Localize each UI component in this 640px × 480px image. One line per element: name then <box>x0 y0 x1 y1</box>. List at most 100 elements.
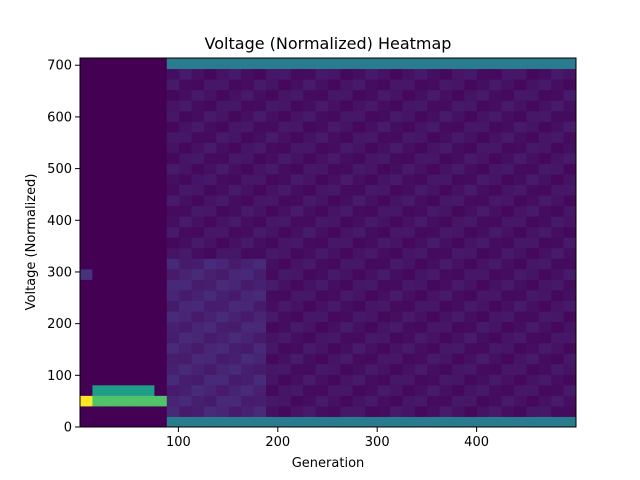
heatmap-cell <box>204 279 217 291</box>
heatmap-cell <box>204 416 217 428</box>
heatmap-cell <box>315 195 329 207</box>
heatmap-cell <box>166 384 180 396</box>
heatmap-cell <box>303 384 317 396</box>
heatmap-cell <box>278 289 292 301</box>
heatmap-cell <box>452 58 465 70</box>
heatmap-cell <box>142 405 155 417</box>
heatmap-cell <box>489 321 503 333</box>
heatmap-cell <box>514 353 527 365</box>
heatmap-cell <box>290 131 304 143</box>
heatmap-cell <box>414 342 428 354</box>
heatmap-cell <box>501 311 515 323</box>
heatmap-cell <box>514 68 527 80</box>
heatmap-cell <box>191 163 205 175</box>
heatmap-cell <box>266 142 279 154</box>
heatmap-cell <box>154 100 168 112</box>
heatmap-cell <box>489 58 503 70</box>
heatmap-cell <box>328 79 341 91</box>
heatmap-cell <box>402 300 416 312</box>
heatmap-cell <box>104 216 118 228</box>
heatmap-cell <box>129 342 143 354</box>
heatmap-cell <box>538 163 552 175</box>
heatmap-cell <box>179 79 193 91</box>
heatmap-cell <box>563 300 577 312</box>
heatmap-cell <box>266 68 279 80</box>
heatmap-cell <box>340 131 354 143</box>
heatmap-cell <box>452 311 465 323</box>
heatmap-cell <box>352 311 366 323</box>
y-tick-label: 100 <box>47 369 72 384</box>
heatmap-cell <box>253 131 267 143</box>
x-axis: 100 200 300 400 <box>166 427 489 450</box>
heatmap-cell <box>129 205 143 217</box>
heatmap-cell <box>154 416 168 428</box>
heatmap-cell <box>228 353 242 365</box>
heatmap-cell <box>315 300 329 312</box>
heatmap-cell <box>563 68 577 80</box>
heatmap-cell <box>489 184 503 196</box>
heatmap-cell <box>390 110 403 122</box>
heatmap-cell <box>328 131 341 143</box>
heatmap-cell <box>427 121 441 133</box>
heatmap-cell <box>266 289 279 301</box>
heatmap-cell <box>253 237 267 249</box>
heatmap-cell <box>241 289 255 301</box>
heatmap-cell <box>439 163 453 175</box>
heatmap-cell <box>365 100 379 112</box>
heatmap-cell <box>129 353 143 365</box>
heatmap-cell <box>228 142 242 154</box>
heatmap-cell <box>241 279 255 291</box>
heatmap-cell <box>427 321 441 333</box>
heatmap-cell <box>377 289 391 301</box>
heatmap-cell <box>476 237 490 249</box>
heatmap-cell <box>452 173 465 186</box>
heatmap-cell <box>514 89 527 101</box>
heatmap-cell <box>216 416 230 428</box>
heatmap-cell <box>427 184 441 196</box>
heatmap-cell <box>352 163 366 175</box>
heatmap-cell <box>563 226 577 238</box>
heatmap-cell <box>266 332 279 344</box>
heatmap-cell <box>129 131 143 143</box>
heatmap-cell <box>290 405 304 417</box>
heatmap-cell <box>414 353 428 365</box>
heatmap-cell <box>439 173 453 186</box>
heatmap-cell <box>166 258 180 270</box>
heatmap-cell <box>253 332 267 344</box>
heatmap-cell <box>315 100 329 112</box>
heatmap-cell <box>501 195 515 207</box>
heatmap-cell <box>315 237 329 249</box>
heatmap-cell <box>92 131 106 143</box>
heatmap-cell <box>142 300 155 312</box>
heatmap-cell <box>352 395 366 407</box>
heatmap-cell <box>352 89 366 101</box>
heatmap-cell <box>501 216 515 228</box>
heatmap-cell <box>142 353 155 365</box>
heatmap-cell <box>303 289 317 301</box>
heatmap-cell <box>501 110 515 122</box>
heatmap-cell <box>303 353 317 365</box>
heatmap-cell <box>414 300 428 312</box>
heatmap-cell <box>117 332 131 344</box>
heatmap-cell <box>92 353 106 365</box>
heatmap-cell <box>179 237 193 249</box>
heatmap-cell <box>352 58 366 70</box>
heatmap-cell <box>377 258 391 270</box>
heatmap-cell <box>365 226 379 238</box>
heatmap-cell <box>501 268 515 280</box>
heatmap-cell <box>390 332 403 344</box>
heatmap-cell <box>489 121 503 133</box>
heatmap-cell <box>104 121 118 133</box>
heatmap-cell <box>228 405 242 417</box>
heatmap-cell <box>526 258 540 270</box>
heatmap-cell <box>266 258 279 270</box>
heatmap-cell <box>514 58 527 70</box>
heatmap-cell <box>489 374 503 386</box>
heatmap-cell <box>216 311 230 323</box>
heatmap-cell <box>501 79 515 91</box>
heatmap-cell <box>464 152 478 164</box>
heatmap-cell <box>464 363 478 375</box>
heatmap-cell <box>80 416 93 428</box>
heatmap-cell <box>266 300 279 312</box>
heatmap-cell <box>241 121 255 133</box>
